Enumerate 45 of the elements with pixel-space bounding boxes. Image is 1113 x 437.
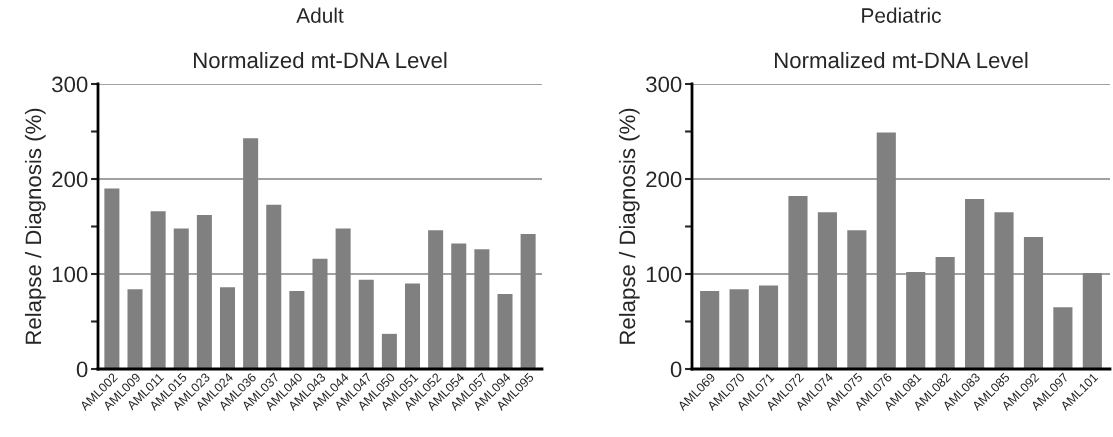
bar [266, 204, 282, 369]
bar [1082, 273, 1102, 369]
bar [1023, 236, 1044, 369]
bar [788, 196, 808, 369]
y-tick-label: 200 [646, 171, 682, 188]
bar [758, 285, 779, 369]
bar [474, 249, 490, 369]
bar [1053, 307, 1073, 369]
bar [965, 198, 985, 369]
y-axis-title: Relapse / Diagnosis (%) [618, 108, 640, 344]
bar [451, 243, 467, 369]
y-tick-label: 300 [646, 76, 682, 93]
bar [847, 230, 867, 369]
bar [335, 228, 351, 369]
y-tick-label: 100 [646, 266, 682, 283]
bar [358, 279, 374, 369]
bar [994, 212, 1014, 369]
chart-subtitle: Normalized mt-DNA Level [194, 51, 447, 69]
bar [219, 287, 236, 369]
bar [729, 289, 749, 369]
chart-subtitle: Normalized mt-DNA Level [775, 51, 1028, 69]
bar [520, 234, 536, 369]
bar [196, 215, 212, 369]
bar [817, 212, 837, 369]
bar [150, 211, 166, 369]
bar [289, 291, 305, 369]
bar [876, 132, 896, 369]
chart-title: Adult [296, 7, 344, 23]
bar [404, 283, 421, 369]
y-tick-label: 100 [52, 266, 88, 283]
bar [381, 333, 397, 369]
chart-title: Pediatric [862, 7, 941, 23]
y-axis-title: Relapse / Diagnosis (%) [24, 108, 46, 344]
bar [104, 188, 120, 369]
bar [243, 138, 259, 369]
y-tick-label: 200 [52, 171, 88, 188]
y-tick-label: 300 [52, 76, 88, 93]
bar [700, 291, 720, 369]
bar [906, 272, 926, 369]
bar [173, 228, 189, 369]
bar [497, 293, 513, 369]
bar [935, 256, 955, 369]
bar [312, 258, 328, 369]
bar [428, 230, 444, 369]
bar [127, 289, 143, 369]
